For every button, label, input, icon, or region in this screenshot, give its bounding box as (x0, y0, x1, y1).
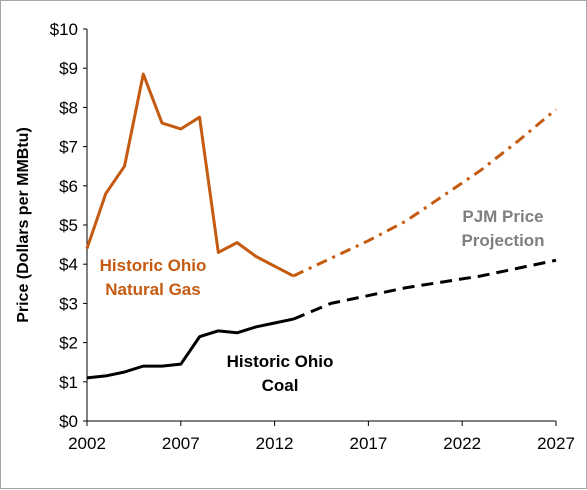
annotation-coal-label: Historic Ohio (227, 352, 334, 371)
y-tick-label: $5 (59, 216, 78, 235)
y-axis-label: Price (Dollars per MMBtu) (15, 127, 32, 323)
series-lines (85, 72, 557, 380)
annotation-pjm-label: PJM Price (462, 207, 543, 226)
series-line-gas_proj (292, 108, 557, 278)
series-line-gas_hist (85, 72, 295, 278)
x-tick-label: 2017 (349, 434, 387, 453)
x-tick-label: 2007 (162, 434, 200, 453)
series-line-coal_hist (86, 317, 294, 380)
x-tick-label: 2027 (537, 434, 575, 453)
y-tick-label: $7 (59, 138, 78, 157)
y-tick-label: $1 (59, 373, 78, 392)
x-tick-label: 2012 (256, 434, 294, 453)
annotation-pjm-label: Projection (461, 231, 544, 250)
annotation-gas-label: Historic Ohio (100, 256, 207, 275)
y-tick-label: $0 (59, 412, 78, 431)
y-tick-label: $9 (59, 59, 78, 78)
annotation-gas-label: Natural Gas (105, 280, 200, 299)
y-tick-label: $3 (59, 294, 78, 313)
y-tick-label: $10 (50, 20, 78, 39)
annotations: Historic Ohio Natural Gas Historic Ohio Coa… (100, 207, 545, 395)
annotation-coal-label: Coal (262, 376, 299, 395)
y-tick-label: $4 (59, 255, 78, 274)
y-tick-label: $2 (59, 334, 78, 353)
y-tick-label: $8 (59, 98, 78, 117)
x-tick-label: 2022 (443, 434, 481, 453)
y-tick-labels: $0 $1 $2 $3 $4 $5 $6 $7 $8 $9 $10 (50, 20, 87, 431)
series-line-coal_proj (292, 258, 557, 321)
y-tick-label: $6 (59, 177, 78, 196)
x-tick-label: 2002 (68, 434, 106, 453)
x-tick-labels: 2002 2007 2012 2017 2022 2027 (68, 421, 575, 453)
